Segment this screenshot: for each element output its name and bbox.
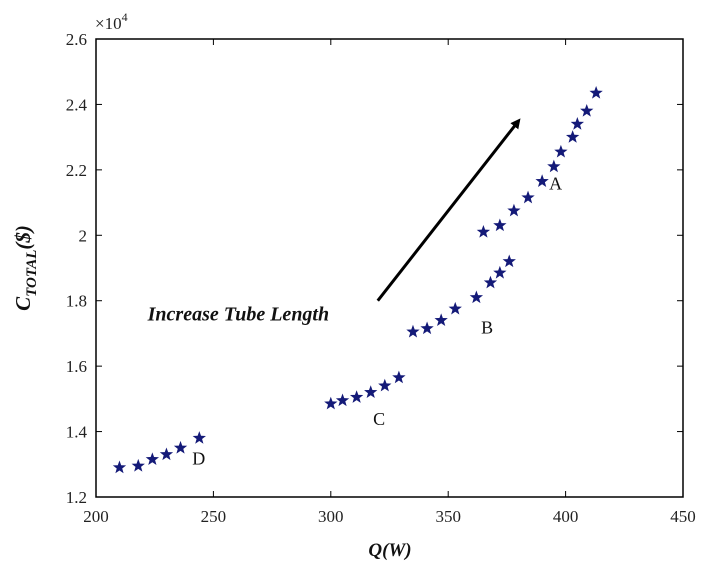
data-point-c	[349, 390, 364, 403]
data-point-b	[434, 313, 448, 327]
x-tick-label: 450	[670, 507, 696, 526]
x-ticks: 200 250 300 350 400 450	[83, 39, 696, 526]
x-tick-label: 350	[435, 507, 461, 526]
x-tick-label: 200	[83, 507, 109, 526]
data-points	[112, 85, 603, 474]
y-tick-label: 2.4	[66, 95, 88, 114]
data-point-a	[570, 117, 584, 130]
y-tick-label: 2.6	[66, 30, 87, 49]
data-point-a	[554, 144, 568, 158]
y-axis-title-sub: TOTAL	[24, 250, 40, 297]
y-tick-label: 1.6	[66, 357, 87, 376]
y-tick-label: 1.8	[66, 292, 87, 311]
y-tick-label: 2.2	[66, 161, 87, 180]
data-point-a	[476, 225, 491, 238]
data-point-d	[192, 431, 206, 444]
y-tick-label: 1.2	[66, 488, 87, 507]
series-label-b: B	[481, 317, 493, 337]
series-label-d: D	[192, 448, 205, 468]
y-axis-title-main: C	[11, 296, 35, 311]
data-point-a	[580, 103, 594, 117]
series-labels: A B C D	[192, 173, 562, 468]
data-point-c	[324, 396, 338, 410]
data-point-d	[159, 447, 174, 461]
y-ticks: 1.2 1.4 1.6 1.8 2 2.2 2.4 2.6	[66, 30, 683, 507]
x-axis-title: Q(W)	[368, 540, 411, 561]
data-point-b	[448, 301, 462, 315]
annotation-text: Increase Tube Length	[147, 303, 329, 325]
x-tick-label: 250	[201, 507, 227, 526]
data-point-b	[406, 324, 420, 338]
data-point-d	[112, 460, 127, 474]
data-point-c	[392, 370, 406, 384]
data-point-a	[565, 130, 580, 143]
data-point-d	[145, 452, 160, 466]
plot-frame	[95, 38, 684, 498]
y-multiplier-exp: 4	[122, 10, 128, 24]
y-tick-label: 1.4	[66, 423, 88, 442]
y-multiplier-base: ×10	[95, 14, 122, 33]
data-point-a	[507, 203, 521, 217]
data-point-a	[493, 218, 507, 232]
data-point-c	[335, 393, 350, 407]
series-label-a: A	[549, 173, 562, 193]
data-point-b	[469, 290, 484, 304]
data-point-d	[131, 458, 145, 472]
data-point-c	[364, 385, 378, 398]
data-point-b	[483, 275, 498, 289]
data-point-b	[493, 265, 507, 279]
data-point-a	[589, 85, 603, 99]
x-tick-label: 400	[553, 507, 579, 526]
series-label-c: C	[373, 409, 385, 429]
data-point-b	[502, 254, 516, 268]
data-point-a	[535, 174, 549, 187]
data-point-d	[173, 440, 188, 454]
y-multiplier: ×104	[95, 10, 128, 33]
annotation-arrow	[376, 118, 521, 302]
y-axis-title-unit: ($)	[11, 225, 35, 250]
data-point-b	[420, 321, 434, 335]
y-axis-title: CTOTAL($)	[11, 225, 40, 311]
x-tick-label: 300	[318, 507, 344, 526]
data-point-c	[378, 378, 392, 392]
y-tick-label: 2	[79, 226, 88, 245]
data-point-a	[521, 190, 535, 204]
data-point-a	[547, 159, 561, 173]
